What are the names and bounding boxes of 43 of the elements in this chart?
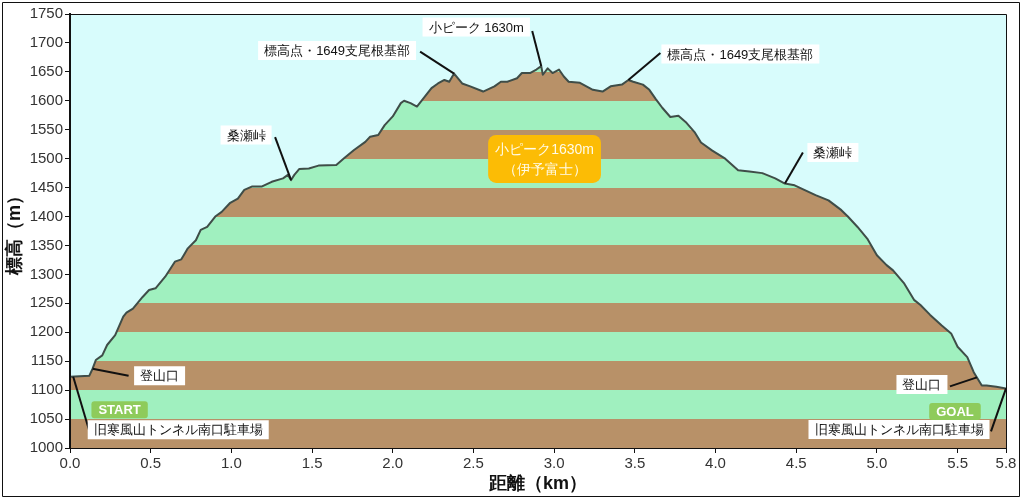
y-tick-label: 1600 <box>29 90 63 108</box>
y-tick-label: 1350 <box>29 235 63 253</box>
annotation: 標高点・1649支尾根基部 <box>667 46 814 62</box>
x-tick-label: 1.5 <box>301 454 323 472</box>
y-tick-label: 1750 <box>29 4 63 22</box>
annotation: 登山口 <box>140 368 180 384</box>
annotation: 標高点・1649支尾根基部 <box>264 43 411 59</box>
y-tick-label: 1700 <box>29 33 63 51</box>
y-tick-label: 1050 <box>29 409 63 427</box>
x-tick-label: 5.8 <box>995 454 1017 472</box>
x-tick-label: 5.0 <box>866 454 888 472</box>
y-tick-label: 1000 <box>29 438 63 456</box>
x-tick-label: 2.0 <box>382 454 404 472</box>
y-axis-title: 標高（m） <box>3 186 24 277</box>
annotation: 旧寒風山トンネル南口駐車場 <box>814 421 984 437</box>
y-tick-label: 1550 <box>29 119 63 137</box>
annotation: 桑瀬峠 <box>813 145 853 161</box>
y-tick-label: 1200 <box>29 322 63 340</box>
x-tick-label: 0.0 <box>59 454 81 472</box>
x-tick-label: 1.0 <box>220 454 242 472</box>
y-tick-label: 1300 <box>29 264 63 282</box>
y-tick-label: 1150 <box>30 351 63 369</box>
annotation: 小ピーク1630m （伊予富士） <box>495 140 594 177</box>
annotation: GOAL <box>936 404 974 420</box>
y-tick-label: 1450 <box>29 177 63 195</box>
annotation: 登山口 <box>902 376 942 392</box>
x-axis-title: 距離（km） <box>487 473 588 494</box>
x-tick-label: 4.5 <box>785 454 807 472</box>
annotation: 小ピーク 1630m <box>428 19 524 35</box>
y-tick-label: 1100 <box>30 380 63 398</box>
annotation: 桑瀬峠 <box>226 127 266 143</box>
y-tick-label: 1650 <box>29 62 63 80</box>
y-tick-label: 1400 <box>29 206 63 224</box>
annotation: START <box>98 402 141 418</box>
x-tick-label: 3.0 <box>543 454 565 472</box>
y-tick-label: 1500 <box>29 148 63 166</box>
y-tick-label: 1250 <box>29 293 63 311</box>
x-tick-label: 0.5 <box>140 454 162 472</box>
annotation: 旧寒風山トンネル南口駐車場 <box>93 422 263 438</box>
x-tick-label: 2.5 <box>463 454 484 472</box>
x-tick-label: 3.5 <box>624 454 646 472</box>
x-tick-label: 5.5 <box>947 454 969 472</box>
x-tick-label: 4.0 <box>705 454 726 472</box>
